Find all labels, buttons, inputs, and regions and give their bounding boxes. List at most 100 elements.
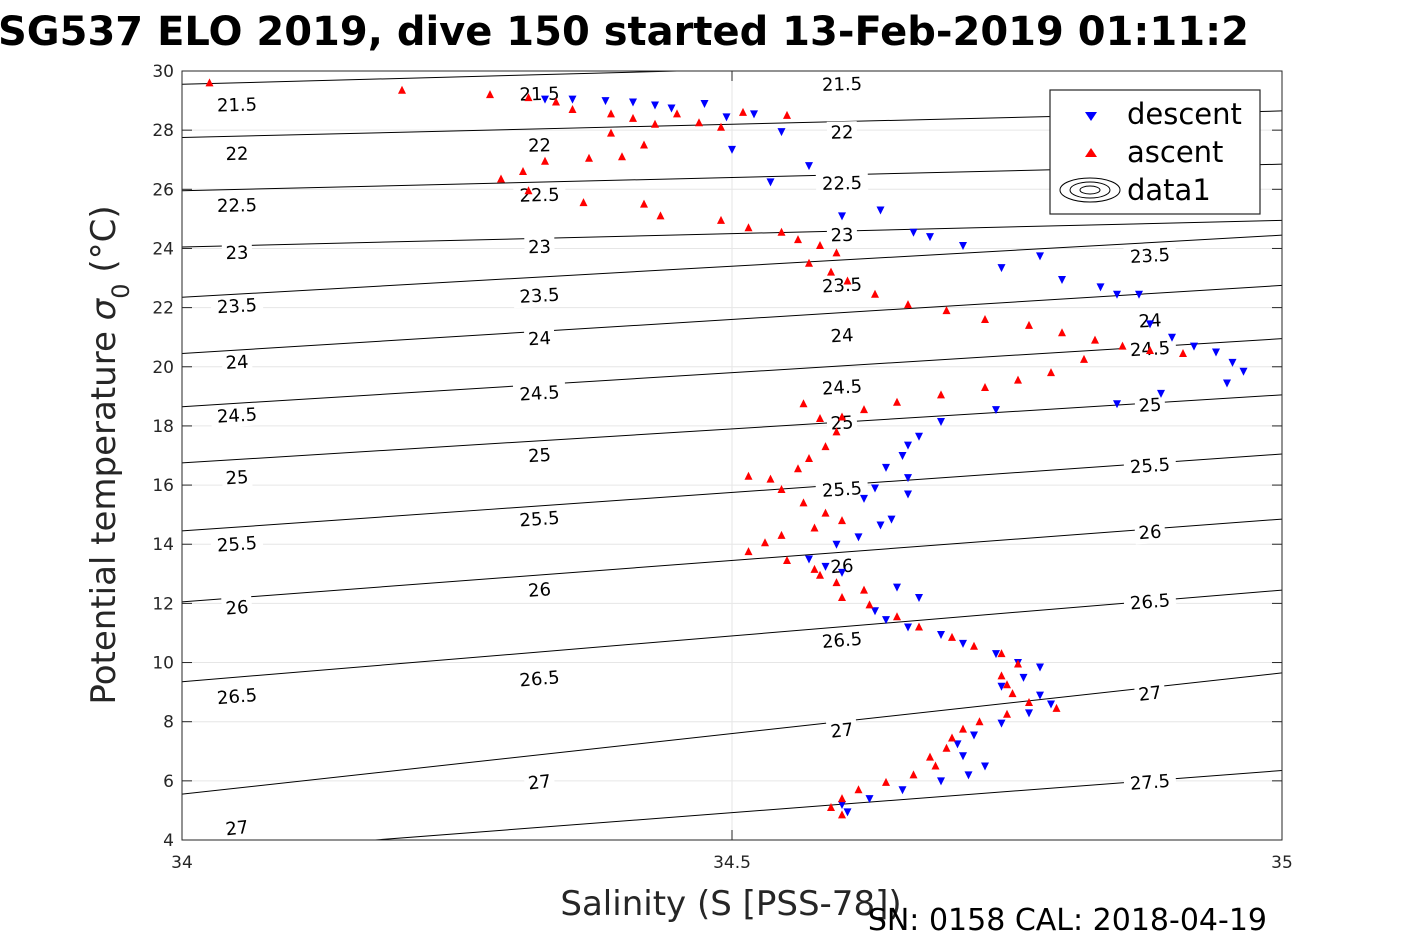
ascent-point xyxy=(1118,341,1127,350)
descent-point xyxy=(651,101,659,110)
ascent-point xyxy=(832,578,841,587)
legend-descent-marker xyxy=(1085,112,1097,121)
isopycnal-label: 26.5 xyxy=(1123,588,1177,616)
isopycnal-label-text: 21.5 xyxy=(217,94,258,116)
descent-point xyxy=(964,771,973,780)
descent-point xyxy=(1146,320,1154,329)
isopycnal-label-bg xyxy=(220,815,254,841)
descent-point xyxy=(876,521,885,530)
axes xyxy=(181,70,1283,841)
y-tick-label: 18 xyxy=(152,417,174,437)
descent-point xyxy=(926,233,934,242)
isopycnal-label-bg xyxy=(1123,243,1177,269)
isopycnal-label-bg xyxy=(524,134,555,157)
isopycnal-label: 27.5 xyxy=(1123,769,1177,796)
descent-point xyxy=(854,533,863,542)
descent-point xyxy=(777,128,786,137)
isopycnal-label: 25 xyxy=(1134,393,1166,418)
isopycnal-label-bg xyxy=(221,350,253,375)
descent-point xyxy=(838,801,846,810)
chart-title: SG537 ELO 2019, dive 150 started 13-Feb-… xyxy=(0,9,1249,55)
ascent-point xyxy=(860,405,868,414)
descent-point xyxy=(904,623,912,632)
isopycnal-label: 27 xyxy=(220,815,254,841)
ascent-point xyxy=(585,153,593,162)
isopycnal-label: 26 xyxy=(826,554,858,579)
ascent-point xyxy=(1008,689,1017,698)
ascent-point xyxy=(838,592,846,601)
isopycnal-label: 27 xyxy=(1133,681,1167,707)
ascent-point xyxy=(799,498,808,507)
isopycnal-label: 26 xyxy=(221,595,253,620)
descent-point xyxy=(541,95,549,104)
isopycnal-label: 25 xyxy=(523,443,556,468)
isopycnal-label: 24 xyxy=(221,350,253,375)
ascent-point xyxy=(1179,348,1187,357)
isopycnal-label-bg xyxy=(512,506,567,532)
isopycnal-label-bg xyxy=(826,323,858,348)
descent-point xyxy=(871,484,879,493)
legend-contour-icon xyxy=(1059,177,1121,203)
ascent-point xyxy=(579,198,588,207)
descent-point xyxy=(997,682,1006,691)
descent-point xyxy=(997,719,1006,728)
isopycnal-label-text: 25.5 xyxy=(821,478,862,502)
descent-point xyxy=(722,113,731,122)
ascent-point xyxy=(816,241,824,250)
calibration-footer: SN: 0158 CAL: 2018-04-19 xyxy=(868,903,1267,938)
isopycnal-label-bg xyxy=(1123,588,1177,616)
ascent-point xyxy=(519,167,527,176)
isopycnal-label-bg xyxy=(221,241,253,265)
isopycnal-label-bg xyxy=(524,235,555,259)
isopycnal-label-bg xyxy=(815,476,869,503)
ascent-point xyxy=(783,110,791,119)
isopycnal-label-text: 26 xyxy=(225,597,249,620)
isopycnal-label-bg xyxy=(512,283,567,309)
isopycnal-label-bg xyxy=(815,627,869,654)
descent-point xyxy=(1168,333,1176,342)
ascent-point xyxy=(893,397,901,406)
isopycnal-label-bg xyxy=(221,465,253,490)
y-tick-label: 16 xyxy=(152,476,174,496)
isopycnal-label-text: 27 xyxy=(1138,682,1163,705)
descent-point xyxy=(860,494,868,503)
ascent-point xyxy=(832,427,841,436)
isopycnal-label: 27 xyxy=(523,769,556,795)
legend: descent ascent data1 xyxy=(1049,89,1261,215)
ascent-point xyxy=(865,600,874,609)
isopycnal-label-bg xyxy=(210,531,264,558)
isopycnal-label-bg xyxy=(513,183,566,207)
ascent-point xyxy=(805,258,813,267)
isopycnal-label-text: 25.5 xyxy=(519,508,560,532)
isopycnal-label: 24 xyxy=(826,323,858,348)
descent-point xyxy=(887,515,896,524)
isopycnal-label: 23.5 xyxy=(1123,243,1177,269)
x-tick-label: 34.5 xyxy=(713,853,751,873)
isopycnal-label-bg xyxy=(826,411,858,435)
isopycnal-label-bg xyxy=(1123,769,1177,796)
descent-point xyxy=(904,441,912,450)
isopycnal-label-bg xyxy=(826,554,858,579)
ascent-point xyxy=(673,109,681,118)
y-tick-label: 22 xyxy=(152,299,174,319)
isopycnal-line xyxy=(182,338,1282,408)
ascent-point xyxy=(524,93,533,102)
isopycnal-label-text: 23.5 xyxy=(216,295,257,318)
ascent-point xyxy=(398,85,406,94)
descent-point xyxy=(1113,290,1121,299)
descent-point xyxy=(876,206,885,215)
isopycnal-label-text: 24.5 xyxy=(216,404,257,427)
descent-point xyxy=(728,145,736,154)
ascent-point xyxy=(799,399,808,408)
descent-point xyxy=(915,593,923,602)
isopycnal-label: 21.5 xyxy=(210,93,264,117)
isopycnal-label-text: 26 xyxy=(527,579,551,602)
ascent-point xyxy=(805,453,813,462)
ascent-point xyxy=(816,414,824,423)
ascent-point xyxy=(1080,354,1088,363)
isopycnal-label: 21.5 xyxy=(815,72,869,97)
y-tick-label: 20 xyxy=(152,358,174,378)
ascent-point xyxy=(860,585,868,594)
isopycnal-label-bg xyxy=(1123,453,1177,479)
